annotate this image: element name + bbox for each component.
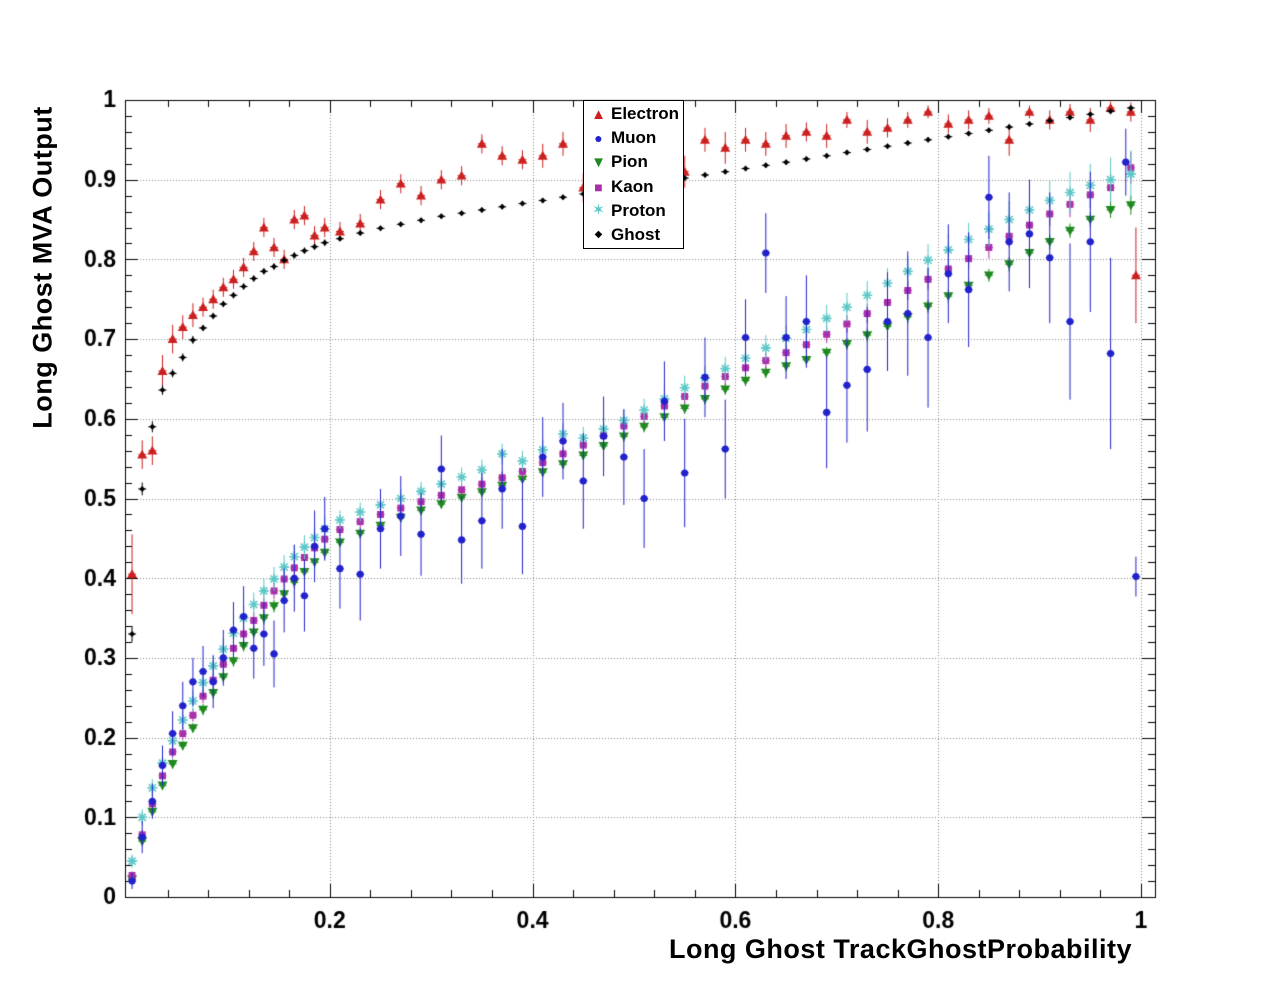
electron-marker-icon: ▲ xyxy=(591,105,606,123)
legend-item-muon: ● Muon xyxy=(584,126,683,150)
proton-marker-icon: ✶ xyxy=(591,201,606,219)
legend-label: Kaon xyxy=(611,176,654,196)
legend-label: Ghost xyxy=(611,225,661,245)
muon-marker-icon: ● xyxy=(594,130,603,147)
kaon-marker-icon: ■ xyxy=(594,178,603,195)
legend-label: Electron xyxy=(611,104,680,124)
x-axis-title: Long Ghost TrackGhostProbability xyxy=(668,934,1132,964)
legend: ▲ Electron ● Muon ▼ Pion ■ Kaon ✶ Proton ◆ Ghost xyxy=(583,100,684,250)
legend-label: Muon xyxy=(611,128,657,148)
legend-item-electron: ▲ Electron xyxy=(584,102,683,126)
legend-item-ghost: ◆ Ghost xyxy=(584,223,683,247)
legend-item-proton: ✶ Proton xyxy=(584,199,683,223)
y-axis-title: Long Ghost MVA Output xyxy=(27,106,58,429)
legend-item-kaon: ■ Kaon xyxy=(584,175,683,199)
pion-marker-icon: ▼ xyxy=(591,153,606,171)
legend-item-pion: ▼ Pion xyxy=(584,150,683,174)
legend-label: Pion xyxy=(611,152,648,172)
ghost-marker-icon: ◆ xyxy=(594,229,603,241)
legend-label: Proton xyxy=(611,200,666,220)
